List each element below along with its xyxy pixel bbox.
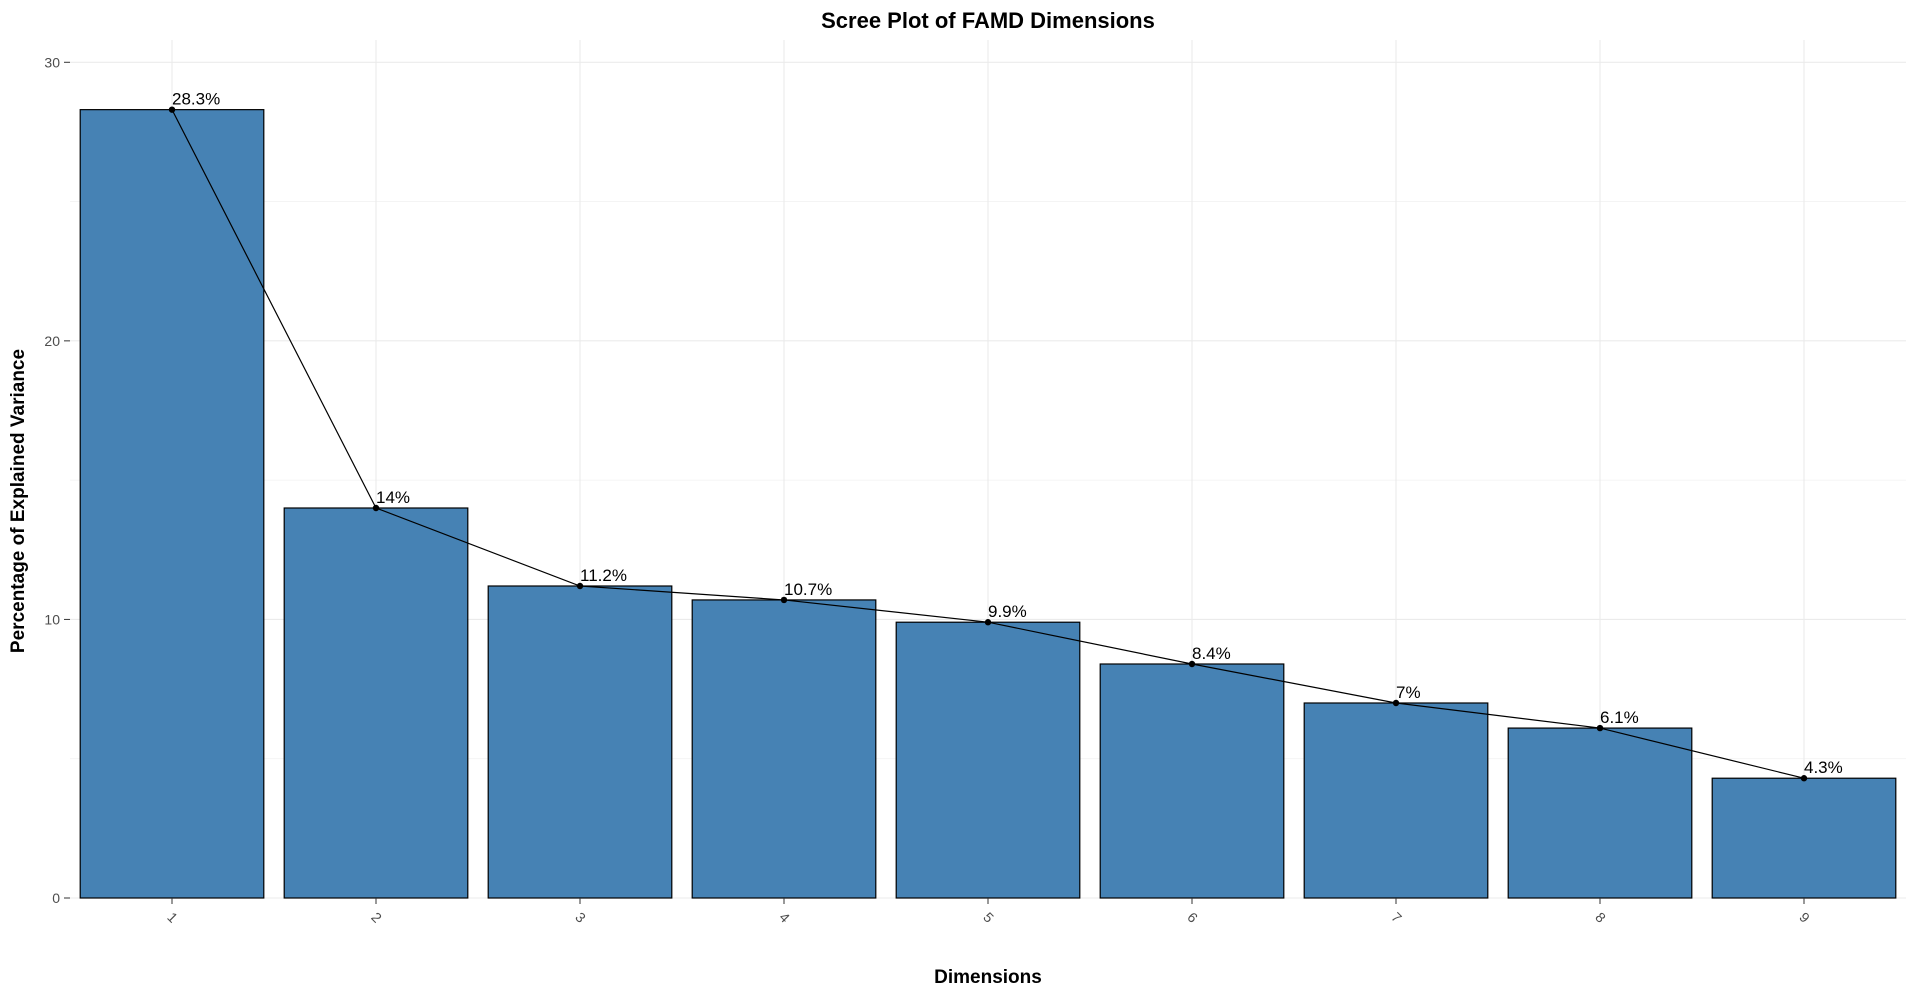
y-tick-label: 0 xyxy=(52,890,60,906)
data-point xyxy=(168,106,176,113)
data-label: 8.4% xyxy=(1192,644,1231,663)
y-axis-title: Percentage of Explained Variance xyxy=(8,349,29,653)
bar xyxy=(1507,727,1693,899)
bar xyxy=(283,507,469,899)
data-point xyxy=(1596,724,1604,732)
x-tick-label: 4 xyxy=(776,909,793,926)
data-label: 4.3% xyxy=(1804,758,1843,777)
bar xyxy=(1711,777,1897,899)
x-tick-label: 7 xyxy=(1388,909,1405,926)
x-tick-label: 6 xyxy=(1184,909,1201,926)
data-point xyxy=(1392,699,1400,707)
data-label: 14% xyxy=(376,488,410,507)
x-tick-label: 9 xyxy=(1796,909,1813,926)
bar xyxy=(79,109,265,899)
x-axis-title: Dimensions xyxy=(934,967,1042,988)
data-label: 9.9% xyxy=(988,602,1027,621)
data-point xyxy=(984,619,992,626)
data-label: 11.2% xyxy=(580,566,627,585)
line-layer xyxy=(168,106,1808,782)
bar xyxy=(1303,702,1489,899)
data-label: 7% xyxy=(1396,683,1421,702)
y-tick-label: 30 xyxy=(44,54,60,70)
bar xyxy=(895,621,1081,899)
data-label: 6.1% xyxy=(1600,708,1639,727)
bar xyxy=(1099,663,1285,899)
x-tick-label: 3 xyxy=(572,909,589,926)
bar xyxy=(487,585,673,899)
data-labels-layer: 28.3% 14% 11.2% 10.7% 9.9% 8.4% 7% 6.1% 4.3% xyxy=(172,90,1843,778)
x-tick-label: 8 xyxy=(1592,909,1609,926)
bar xyxy=(691,599,877,899)
x-tick-label: 2 xyxy=(368,909,385,926)
data-point xyxy=(372,504,380,512)
bars-layer xyxy=(79,109,1897,899)
data-point xyxy=(1188,660,1196,668)
y-tick-label: 20 xyxy=(44,333,60,349)
data-point xyxy=(1800,775,1808,782)
chart-title: Scree Plot of FAMD Dimensions xyxy=(821,8,1155,33)
data-point xyxy=(780,596,788,604)
x-tick-label: 5 xyxy=(980,909,997,926)
data-point xyxy=(576,582,584,590)
data-label: 10.7% xyxy=(784,580,832,599)
y-tick-label: 10 xyxy=(44,611,60,627)
data-label: 28.3% xyxy=(172,90,220,109)
x-tick-label: 1 xyxy=(164,909,181,926)
